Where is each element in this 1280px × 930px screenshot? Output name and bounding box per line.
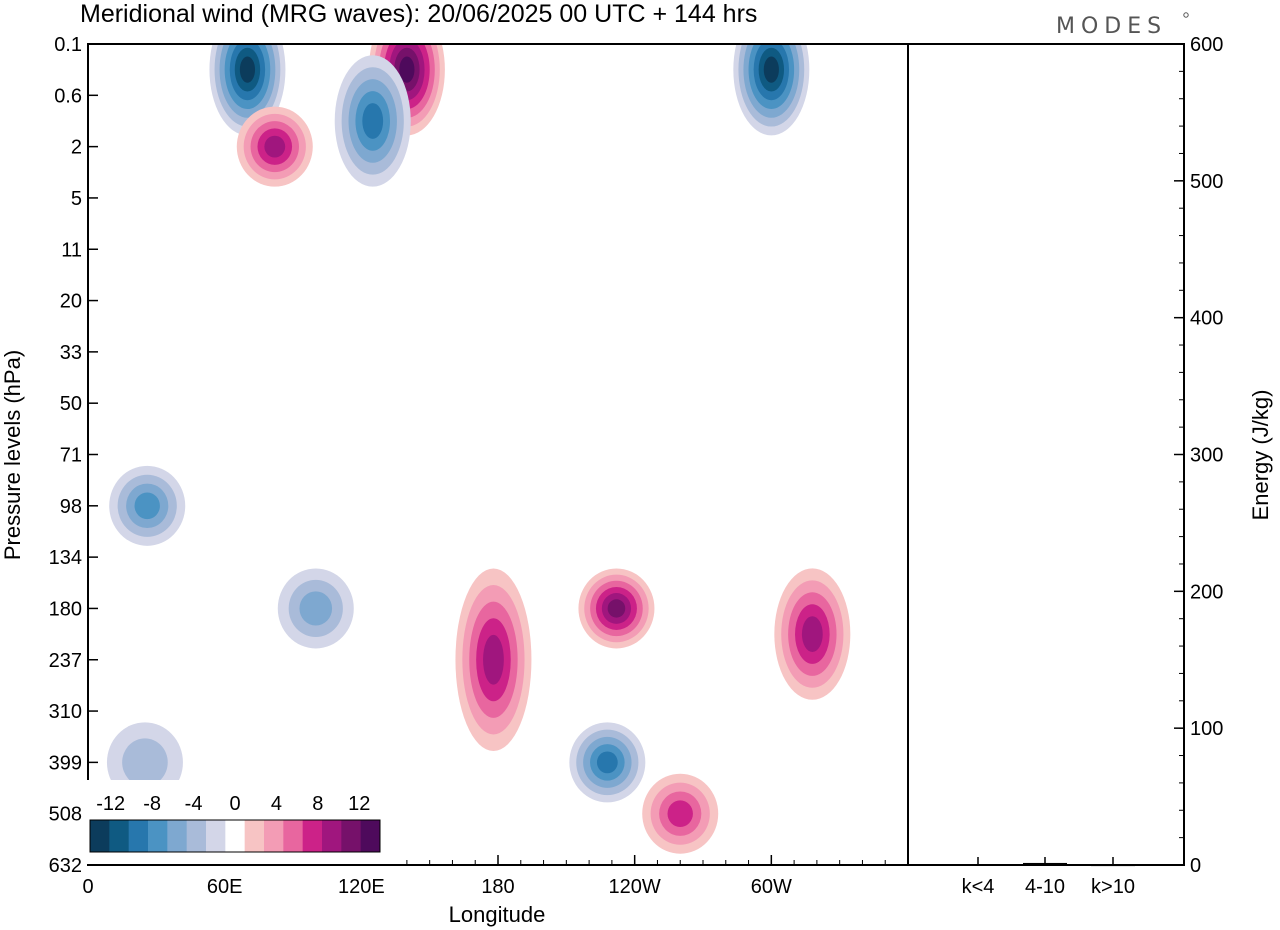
- wind-feature-negative: [569, 722, 646, 803]
- energy-tick-label: 100: [1190, 718, 1223, 740]
- y-tick-label: 0.1: [54, 34, 82, 56]
- y-tick-label: 399: [49, 752, 82, 774]
- y-tick-label: 508: [49, 804, 82, 826]
- x-tick-label: 0: [82, 876, 93, 898]
- contour-fill: [264, 135, 286, 158]
- colorbar-swatch: [167, 820, 188, 852]
- y-tick-label: 71: [60, 445, 82, 467]
- energy-tick-label: 300: [1190, 445, 1223, 467]
- wind-feature-negative: [209, 44, 286, 136]
- x-tick-label: 60E: [207, 876, 243, 898]
- contour-fill: [607, 599, 626, 618]
- energy-bars: k<4 4-10 k>10: [956, 857, 1135, 898]
- colorbar-swatch: [109, 820, 130, 852]
- colorbar-swatch: [225, 820, 246, 852]
- x-tick-label: 180: [481, 876, 514, 898]
- colorbar-swatch: [322, 820, 342, 852]
- energy-category-label: k<4: [962, 876, 995, 898]
- x-tick-label: 120E: [338, 876, 385, 898]
- chart-title: Meridional wind (MRG waves): 20/06/2025 …: [80, 0, 757, 28]
- y-tick-label: 5: [71, 188, 82, 210]
- energy-tick-label: 500: [1190, 171, 1223, 193]
- wind-feature-negative: [334, 55, 411, 187]
- y-axis-title: Pressure levels (hPa): [0, 350, 25, 560]
- colorbar-label: -8: [143, 793, 161, 815]
- energy-category-label: 4-10: [1025, 876, 1065, 898]
- colorbar-label: -4: [185, 793, 203, 815]
- contour-fill: [483, 634, 504, 685]
- colorbar-frame: [89, 819, 381, 853]
- contour-fill: [362, 103, 384, 139]
- energy-tick-label: 600: [1190, 34, 1223, 56]
- wind-feature-negative: [277, 568, 354, 649]
- energy-tick-label: 200: [1190, 581, 1223, 603]
- x-axis-title: Longitude: [449, 902, 546, 927]
- colorbar-label: 8: [312, 793, 323, 815]
- contour-fill: [239, 56, 256, 83]
- contour-fill: [122, 738, 168, 787]
- colorbar-label: 4: [271, 793, 282, 815]
- energy-axis: 0 100 200 300 400 500 600: [1174, 34, 1223, 877]
- y-tick-label: 50: [60, 393, 82, 415]
- colorbar-label: -12: [96, 793, 125, 815]
- energy-category-label: k>10: [1091, 876, 1135, 898]
- wind-feature-positive: [236, 106, 313, 187]
- contour-fill: [801, 616, 823, 652]
- y-tick-label: 180: [49, 598, 82, 620]
- colorbar-swatch: [302, 820, 323, 852]
- wind-feature-positive: [455, 568, 532, 752]
- y-tick-label: 20: [60, 291, 82, 313]
- energy-bar: [1091, 864, 1135, 867]
- colorbar-label: 12: [348, 793, 370, 815]
- colorbar-swatch: [148, 820, 168, 852]
- brand-mark-icon: [1183, 12, 1189, 18]
- colorbar-swatch: [128, 820, 149, 852]
- energy-tick-label: 400: [1190, 308, 1223, 330]
- colorbar-swatch: [90, 820, 110, 852]
- contour-fill: [667, 800, 693, 827]
- colorbar-swatch: [264, 820, 284, 852]
- colorbar: -12 -8 -4 0 4 8 12: [86, 780, 386, 864]
- colorbar-swatch: [206, 820, 226, 852]
- y-tick-label: 33: [60, 342, 82, 364]
- colorbar-swatch: [341, 820, 362, 852]
- x-axis: 0 60E 120E 180 120W 60W: [82, 855, 909, 898]
- wind-field: [106, 44, 851, 854]
- contour-fill: [134, 492, 160, 520]
- y-tick-label: 0.6: [54, 85, 82, 107]
- colorbar-swatch: [244, 820, 265, 852]
- y-tick-label: 134: [49, 547, 82, 569]
- colorbar-swatch: [360, 820, 381, 852]
- wind-feature-positive: [578, 568, 655, 649]
- x-tick-label: 120W: [609, 876, 661, 898]
- energy-axis-title: Energy (J/kg): [1248, 390, 1273, 521]
- contour-fill: [299, 591, 333, 626]
- energy-frame: [907, 43, 1185, 866]
- y-tick-label: 310: [49, 701, 82, 723]
- energy-bar: [956, 864, 1000, 866]
- y-tick-label: 237: [49, 650, 82, 672]
- y-tick-label: 11: [61, 239, 82, 261]
- wind-feature-positive: [774, 568, 851, 700]
- wind-feature-negative: [733, 44, 810, 136]
- y-axis: 0.1 0.6 2 5 11 20 33 50 71 98 134 180 237 310 399 508 63…: [49, 34, 98, 877]
- contour-fill: [763, 56, 779, 83]
- contour-fill: [596, 751, 618, 774]
- y-tick-label: 2: [71, 137, 82, 159]
- x-tick-label: 60W: [751, 876, 792, 898]
- wind-feature-negative: [109, 465, 186, 546]
- y-tick-label: 98: [60, 496, 82, 518]
- colorbar-swatch: [186, 820, 207, 852]
- y-tick-label: 632: [49, 855, 82, 877]
- colorbar-label: 0: [229, 793, 240, 815]
- brand-logo: MODES: [1056, 14, 1167, 39]
- wind-feature-positive: [642, 773, 719, 854]
- contour-fill: [399, 56, 415, 83]
- colorbar-swatch: [283, 820, 304, 852]
- energy-tick-label: 0: [1190, 855, 1201, 877]
